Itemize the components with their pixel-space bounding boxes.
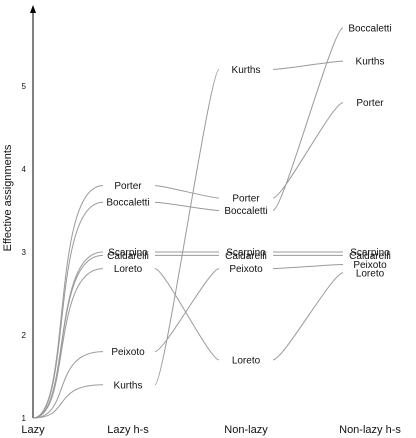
- node-labels: PorterPorterPorterBoccalettiBoccalettiBo…: [106, 23, 391, 391]
- series-line-boccaletti: [272, 27, 344, 211]
- x-tick-lazy: Lazy: [21, 424, 45, 436]
- series-line-porter: [32, 185, 104, 419]
- series-line-porter: [272, 102, 344, 199]
- node-label-peixoto: Peixoto: [229, 264, 263, 275]
- y-tick-label: 4: [22, 165, 27, 174]
- x-tick-labels: Lazy Lazy h-s Non-lazy Non-lazy h-s: [21, 424, 401, 436]
- node-label-caldarelli: Caldarelli: [107, 251, 149, 262]
- node-label-scarpino: Scarpino: [226, 248, 266, 259]
- series-line-boccaletti: [32, 201, 104, 419]
- y-axis-title: Effective assignments: [2, 144, 14, 251]
- series-line-boccaletti: [154, 201, 220, 211]
- y-tick-labels: 1 2 3 4 5: [22, 82, 27, 423]
- series-line-caldarelli: [32, 254, 104, 419]
- series-line-loreto: [32, 268, 104, 419]
- node-label-peixoto: Peixoto: [353, 260, 387, 271]
- node-label-scarpino: Scarpino: [108, 248, 148, 259]
- series-line-kurths: [272, 60, 344, 70]
- series-lines: [32, 27, 344, 419]
- series-line-loreto: [272, 272, 344, 361]
- series-line-loreto: [154, 268, 220, 361]
- node-label-porter: Porter: [232, 194, 260, 205]
- series-line-porter: [154, 185, 220, 199]
- y-tick-label: 1: [22, 414, 27, 423]
- node-label-loreto: Loreto: [356, 268, 385, 279]
- node-label-loreto: Loreto: [114, 264, 143, 275]
- series-line-peixoto: [154, 268, 220, 353]
- y-tick-label: 5: [22, 82, 27, 91]
- x-tick-lazy-h-s: Lazy h-s: [107, 424, 149, 436]
- series-line-scarpino: [32, 251, 104, 419]
- series-line-kurths: [154, 68, 220, 386]
- axis: Effective assignments: [2, 5, 36, 418]
- series-line-kurths: [32, 384, 104, 419]
- node-label-boccaletti: Boccaletti: [224, 206, 267, 217]
- node-label-caldarelli: Caldarelli: [349, 251, 391, 262]
- node-label-boccaletti: Boccaletti: [106, 198, 149, 209]
- y-axis-arrow: [30, 5, 36, 13]
- y-tick-label: 2: [22, 331, 27, 340]
- x-tick-non-lazy-h-s: Non-lazy h-s: [339, 424, 401, 436]
- node-label-scarpino: Scarpino: [350, 248, 390, 259]
- y-tick-label: 3: [22, 248, 27, 257]
- series-line-peixoto: [32, 351, 104, 419]
- node-label-kurths: Kurths: [232, 65, 261, 76]
- node-label-caldarelli: Caldarelli: [225, 251, 267, 262]
- node-label-porter: Porter: [356, 98, 384, 109]
- node-label-peixoto: Peixoto: [111, 347, 145, 358]
- node-label-porter: Porter: [114, 181, 142, 192]
- node-label-loreto: Loreto: [232, 355, 261, 366]
- node-label-boccaletti: Boccaletti: [348, 23, 391, 34]
- node-label-kurths: Kurths: [114, 380, 143, 391]
- node-label-kurths: Kurths: [356, 57, 385, 68]
- series-line-peixoto: [272, 263, 344, 270]
- x-tick-non-lazy: Non-lazy: [224, 424, 268, 436]
